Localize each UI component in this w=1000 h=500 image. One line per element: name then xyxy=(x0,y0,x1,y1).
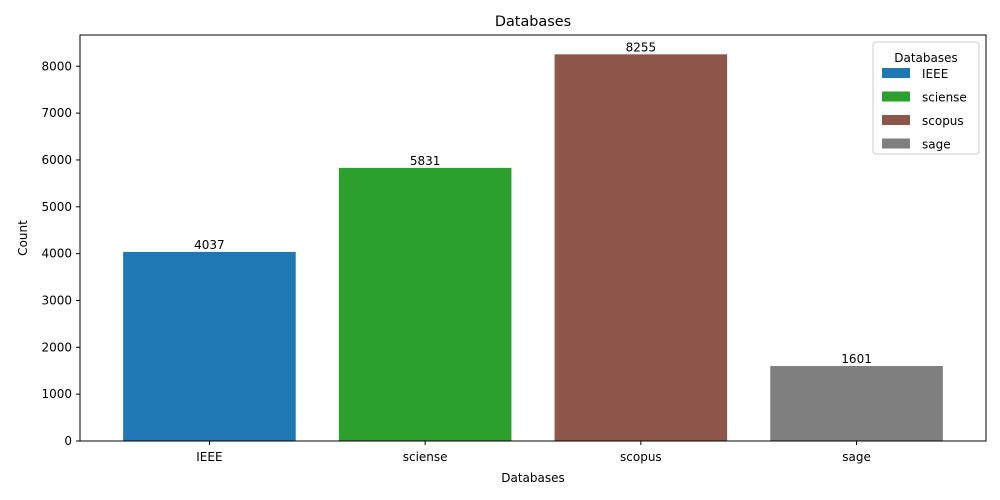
y-axis-label: Count xyxy=(16,220,30,256)
y-tick-label: 1000 xyxy=(41,387,72,401)
bar-value-label: 1601 xyxy=(841,352,872,366)
bar-sciense xyxy=(338,167,512,442)
bar-scopus xyxy=(554,54,728,441)
y-tick-label: 7000 xyxy=(41,106,72,120)
bar-value-label: 4037 xyxy=(194,238,225,252)
y-tick-label: 2000 xyxy=(41,340,72,354)
x-tick-label: sage xyxy=(842,450,871,464)
y-tick-label: 3000 xyxy=(41,293,72,307)
y-tick-label: 4000 xyxy=(41,247,72,261)
legend-label: sciense xyxy=(922,91,967,105)
bar-sage xyxy=(770,366,943,441)
y-axis: 0 1000 2000 3000 4000 5000 6000 7000 8000 xyxy=(41,59,80,448)
x-tick-label: sciense xyxy=(403,450,448,464)
plot-frame xyxy=(79,34,987,442)
legend-swatch-sciense xyxy=(882,91,910,102)
legend-title: Databases xyxy=(894,51,958,65)
y-tick-label: 0 xyxy=(64,434,72,448)
legend-label: sage xyxy=(922,138,951,152)
legend: Databases IEEE sciense scopus sage xyxy=(872,41,980,155)
legend-label: IEEE xyxy=(922,67,948,81)
x-tick-label: IEEE xyxy=(196,450,222,464)
legend-swatch-sage xyxy=(882,138,910,149)
legend-swatch-ieee xyxy=(882,68,910,78)
bar-value-label: 8255 xyxy=(626,40,657,54)
chart-title: Databases xyxy=(495,14,571,30)
x-axis: IEEE sciense scopus sage xyxy=(196,441,871,464)
x-tick-label: scopus xyxy=(620,450,662,464)
x-axis-label: Databases xyxy=(501,471,565,485)
y-tick-label: 8000 xyxy=(41,59,72,73)
legend-label: scopus xyxy=(922,114,964,128)
bar-value-label: 5831 xyxy=(410,154,441,168)
bar-data-labels: 4037 5831 8255 1601 xyxy=(194,40,872,366)
bar-ieee xyxy=(123,251,296,441)
y-tick-label: 6000 xyxy=(41,153,72,167)
y-tick-label: 5000 xyxy=(41,200,72,214)
legend-swatch-scopus xyxy=(882,115,910,125)
bars-group xyxy=(123,54,943,442)
